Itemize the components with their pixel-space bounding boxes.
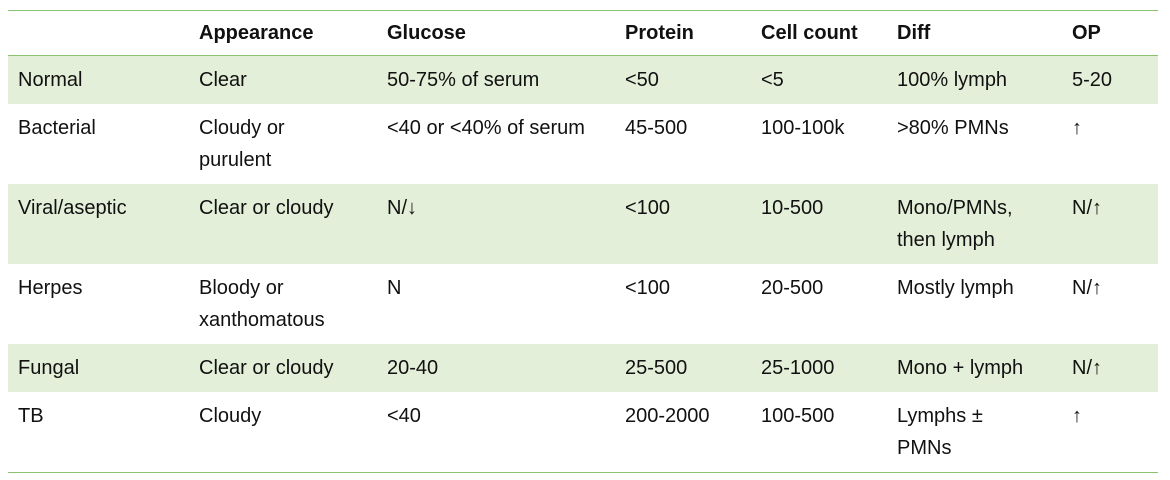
- table-cell: Bloody or xanthomatous: [199, 277, 325, 331]
- table-cell: 100-500: [751, 392, 887, 473]
- row-label: Normal: [8, 55, 189, 104]
- row-label: Fungal: [8, 344, 189, 392]
- table-cell: Cloudy or purulent: [199, 117, 285, 171]
- table-cell: 100-100k: [761, 117, 845, 139]
- table-cell: N: [387, 277, 402, 299]
- row-label: Herpes: [18, 277, 83, 299]
- row-label: Bacterial: [18, 117, 96, 139]
- table-cell: Clear or cloudy: [189, 184, 377, 264]
- table-row: Herpes Bloody or xanthomatous N <100 20-500 M…: [8, 264, 1158, 344]
- table-cell: 50-75% of serum: [377, 55, 615, 104]
- table-cell: >80% PMNs: [897, 117, 1009, 139]
- table-cell: Mono + lymph: [887, 344, 1062, 392]
- table-cell: Mono/PMNs, then lymph: [887, 184, 1062, 264]
- table-cell: Clear or cloudy: [189, 344, 377, 392]
- table-cell: 10-500: [751, 184, 887, 264]
- table-row: Viral/aseptic Clear or cloudy N/↓ <100 10-50…: [8, 184, 1158, 264]
- csf-table: Appearance Glucose Protein Cell count Diff OP…: [8, 10, 1158, 473]
- table-row: Normal Clear 50-75% of serum <50 <5 100% lymp…: [8, 55, 1158, 104]
- table-cell: N/↑: [1072, 277, 1102, 299]
- table-cell: 25-1000: [751, 344, 887, 392]
- table-cell: <40 or <40% of serum: [387, 117, 585, 139]
- column-header: Diff: [887, 10, 1062, 56]
- table-cell: 20-40: [377, 344, 615, 392]
- column-header: Glucose: [377, 10, 615, 56]
- table-cell: <5: [751, 55, 887, 104]
- table-cell: 100% lymph: [887, 55, 1062, 104]
- table-cell: N/↑: [1062, 184, 1158, 264]
- row-label: Viral/aseptic: [8, 184, 189, 264]
- column-header: Appearance: [189, 10, 377, 56]
- table-cell: <100: [615, 184, 751, 264]
- table-cell: <50: [615, 55, 751, 104]
- column-header: Cell count: [751, 10, 887, 56]
- column-header: OP: [1062, 10, 1158, 56]
- table-cell: 200-2000: [615, 392, 751, 473]
- table-cell: <100: [625, 277, 671, 299]
- table-cell: N/↑: [1062, 344, 1158, 392]
- header-row: Appearance Glucose Protein Cell count Diff OP: [8, 10, 1158, 56]
- table-cell: 20-500: [761, 277, 824, 299]
- table-body: Normal Clear 50-75% of serum <50 <5 100% lymp…: [8, 55, 1158, 473]
- table-row: TB Cloudy <40 200-2000 100-500 Lymphs ± PMNs ↑: [8, 392, 1158, 473]
- table-cell: Mostly lymph: [897, 277, 1014, 299]
- table-cell: 25-500: [615, 344, 751, 392]
- table-row: Bacterial Cloudy or purulent <40 or <40% o…: [8, 104, 1158, 184]
- table-cell: ↑: [1072, 117, 1082, 139]
- table-cell: Clear: [189, 55, 377, 104]
- table-row: Fungal Clear or cloudy 20-40 25-500 25-1000 M…: [8, 344, 1158, 392]
- table-cell: 5-20: [1062, 55, 1158, 104]
- row-label: TB: [8, 392, 189, 473]
- table-cell: N/↓: [377, 184, 615, 264]
- table-cell: ↑: [1062, 392, 1158, 473]
- table-cell: Lymphs ± PMNs: [887, 392, 1062, 473]
- table-cell: Cloudy: [189, 392, 377, 473]
- table-cell: <40: [377, 392, 615, 473]
- column-header: Protein: [615, 10, 751, 56]
- table-cell: 45-500: [625, 117, 688, 139]
- column-header: [8, 10, 189, 56]
